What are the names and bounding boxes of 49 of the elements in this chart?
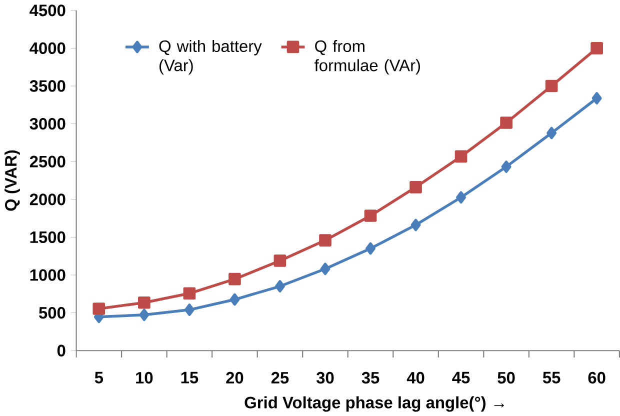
- y-tick-label: 4000: [30, 42, 66, 54]
- legend-label: Q from formulae (VAr): [314, 40, 420, 74]
- x-tick-label: 50: [498, 372, 515, 384]
- point: [319, 234, 332, 246]
- y-tick-label: 3000: [30, 118, 66, 130]
- x-tick-label: 10: [136, 372, 153, 384]
- x-tick-label: 25: [271, 372, 289, 384]
- point: [501, 160, 512, 173]
- y-tick-label: 2500: [30, 156, 66, 168]
- point: [546, 126, 557, 140]
- x-axis-title: Grid Voltage phase lag angle(°) →: [244, 396, 504, 412]
- y-tick-label: 1500: [30, 231, 66, 243]
- point: [138, 296, 150, 309]
- y-tick-label: 500: [39, 306, 66, 318]
- point: [366, 242, 376, 255]
- point: [590, 42, 603, 54]
- point: [320, 262, 330, 275]
- point: [183, 287, 196, 300]
- x-tick-label: 45: [452, 372, 470, 384]
- x-tick-label: 40: [406, 372, 424, 384]
- x-tick-label: 60: [588, 372, 606, 384]
- x-tick-label: 30: [316, 372, 334, 384]
- x-tick-label: 55: [542, 372, 560, 384]
- point: [184, 303, 194, 316]
- point: [456, 191, 466, 204]
- point: [228, 272, 241, 286]
- point: [592, 92, 602, 104]
- y-axis-title: Q (VAR): [4, 150, 20, 211]
- y-tick-label: 0: [57, 344, 66, 356]
- point: [410, 218, 421, 231]
- y-tick-label: 2000: [30, 193, 66, 206]
- point: [410, 180, 422, 194]
- x-tick-label: 5: [94, 372, 104, 384]
- point: [454, 150, 468, 162]
- y-tick-label: 4500: [30, 4, 66, 16]
- point: [139, 308, 150, 321]
- legend-label: Q with battery (Var): [159, 40, 262, 74]
- x-tick-label: 15: [181, 372, 198, 384]
- x-tick-label: 20: [226, 372, 244, 384]
- point: [274, 254, 286, 267]
- point: [364, 209, 377, 222]
- y-tick-label: 1000: [30, 269, 66, 281]
- point: [545, 80, 558, 92]
- y-tick-label: 3500: [30, 80, 66, 92]
- x-tick-label: 35: [362, 372, 380, 384]
- point: [274, 280, 285, 292]
- point: [92, 302, 106, 315]
- point: [500, 116, 512, 129]
- point: [230, 293, 240, 306]
